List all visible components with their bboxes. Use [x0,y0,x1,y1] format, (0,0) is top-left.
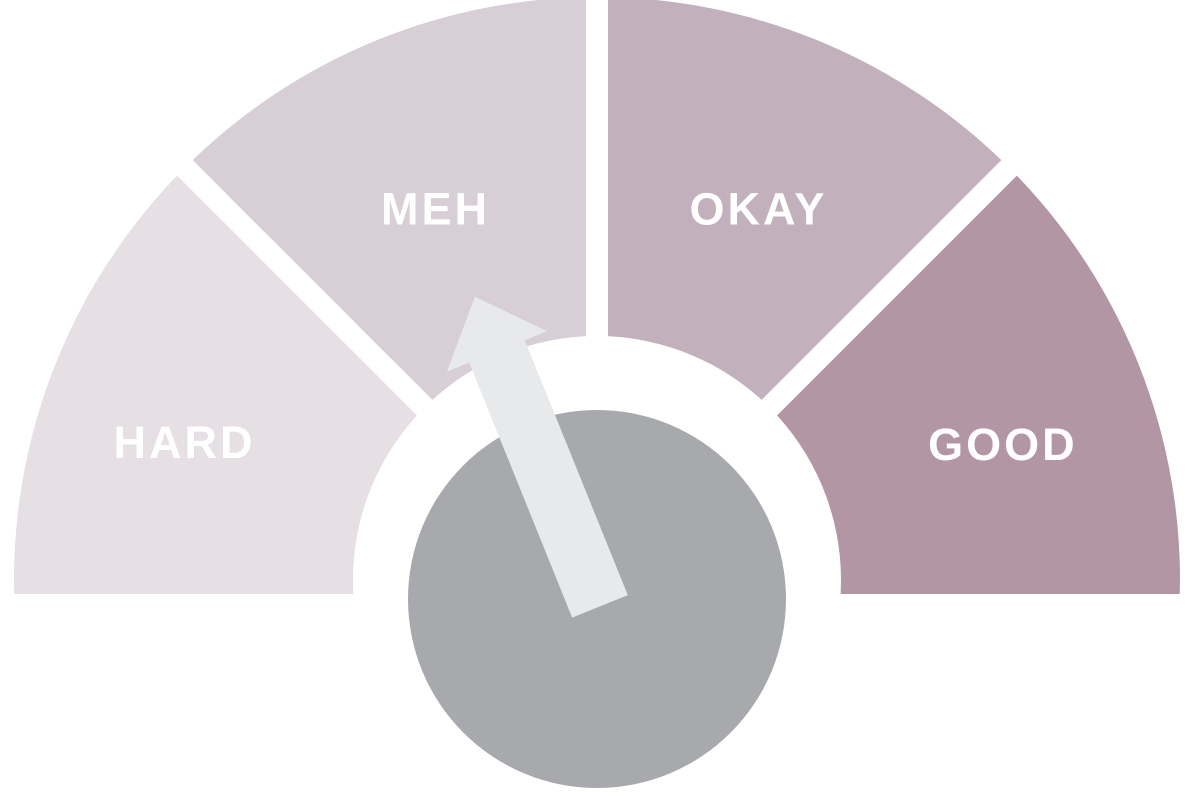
segment-label-meh: MEH [381,183,490,234]
segment-label-good: GOOD [928,419,1078,470]
needle-arrow-icon [446,296,628,618]
segment-label-okay: OKAY [690,183,828,234]
segment-label-hard: HARD [114,417,256,468]
